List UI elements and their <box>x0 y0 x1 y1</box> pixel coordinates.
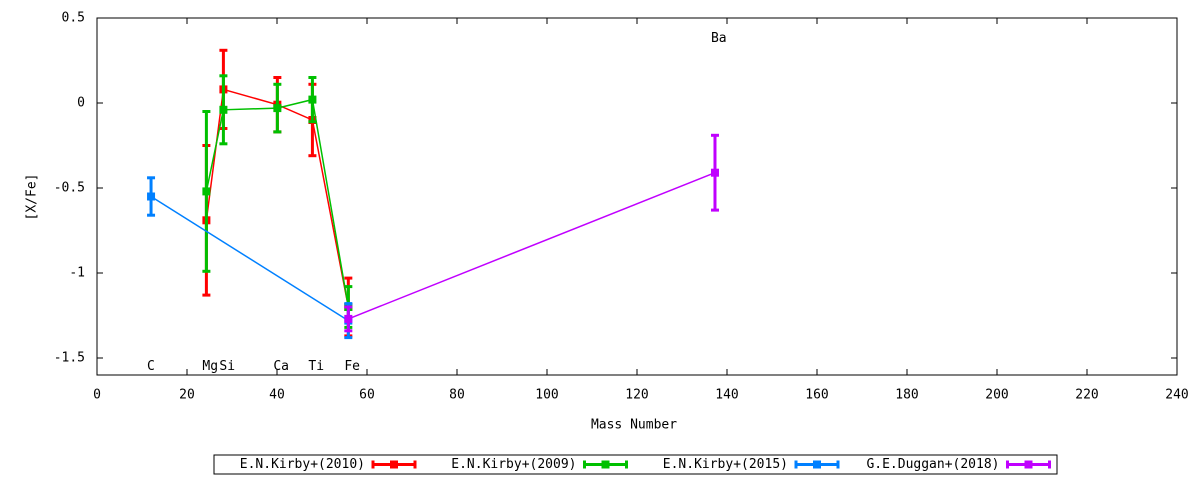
legend-marker <box>601 460 610 469</box>
element-label: Ca <box>273 359 289 374</box>
element-label: C <box>147 359 155 374</box>
legend-marker <box>813 460 821 469</box>
point <box>202 187 211 196</box>
y-axis-label: [X/Fe] <box>25 174 40 221</box>
x-tick-label: 180 <box>895 388 918 403</box>
legend-label: E.N.Kirby+(2015) <box>663 457 788 472</box>
element-label: Ti <box>308 359 324 374</box>
x-tick-label: 100 <box>535 388 558 403</box>
x-tick-label: 0 <box>93 388 101 403</box>
y-tick-label: -0.5 <box>54 181 85 196</box>
x-tick-label: 160 <box>805 388 828 403</box>
element-label: Fe <box>344 359 360 374</box>
point <box>219 105 228 114</box>
y-tick-label: -1 <box>69 266 85 281</box>
y-tick-label: -1.5 <box>54 351 85 366</box>
legend-marker <box>1024 460 1033 469</box>
legend-label: G.E.Duggan+(2018) <box>866 457 999 472</box>
x-tick-label: 80 <box>449 388 465 403</box>
plot-frame <box>96 17 1178 376</box>
legend-marker <box>390 460 398 469</box>
y-tick-label: 0 <box>77 96 85 111</box>
point <box>308 95 317 104</box>
x-tick-label: 140 <box>715 388 738 403</box>
element-label: Ba <box>711 31 727 46</box>
x-tick-label: 200 <box>985 388 1008 403</box>
element-label: Si <box>219 359 235 374</box>
series-line <box>150 195 349 322</box>
point <box>273 104 282 113</box>
x-tick-label: 40 <box>269 388 285 403</box>
x-tick-label: 60 <box>359 388 375 403</box>
x-tick-label: 240 <box>1165 388 1188 403</box>
legend-label: E.N.Kirby+(2010) <box>240 457 365 472</box>
point <box>147 192 156 201</box>
y-tick-label: 0.5 <box>62 11 85 26</box>
x-tick-label: 20 <box>179 388 195 403</box>
element-label: Mg <box>202 359 218 374</box>
point <box>710 168 719 177</box>
legend-label: E.N.Kirby+(2009) <box>451 457 576 472</box>
legend-box <box>213 454 1058 475</box>
x-axis-label: Mass Number <box>591 418 677 433</box>
series-line <box>348 172 716 320</box>
x-tick-label: 220 <box>1075 388 1098 403</box>
x-tick-label: 120 <box>625 388 648 403</box>
point <box>344 314 353 323</box>
